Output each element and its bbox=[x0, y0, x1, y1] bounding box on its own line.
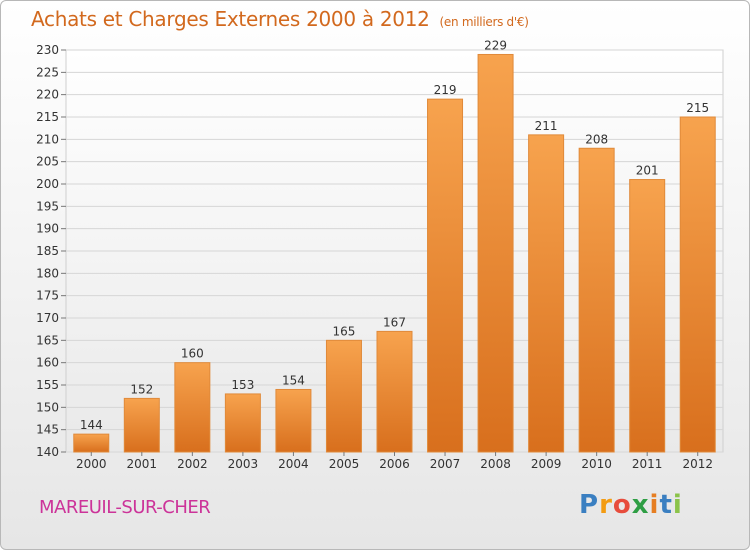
bar-2010 bbox=[578, 147, 615, 453]
x-tick-label: 2002 bbox=[177, 457, 208, 471]
data-label-2000: 144 bbox=[80, 418, 103, 432]
y-tick-label: 205 bbox=[36, 155, 59, 169]
chart-title: Achats et Charges Externes 2000 à 2012 (e… bbox=[31, 7, 529, 31]
data-labels: 144 152 160 153 154 165 167 219 229 211 208 201 215 bbox=[80, 38, 709, 432]
proxiti-logo: Proxiti bbox=[579, 490, 683, 520]
data-label-2011: 201 bbox=[636, 164, 659, 178]
y-tick-label: 170 bbox=[36, 311, 59, 325]
bar-2003 bbox=[224, 393, 261, 453]
data-label-2009: 211 bbox=[535, 119, 558, 133]
bar-2001 bbox=[123, 397, 160, 453]
bar-2005 bbox=[325, 339, 362, 453]
data-label-2004: 154 bbox=[282, 373, 305, 387]
y-tick-label: 230 bbox=[36, 43, 59, 57]
x-tick-label: 2007 bbox=[430, 457, 461, 471]
y-tick-label: 180 bbox=[36, 266, 59, 280]
y-tick-label: 225 bbox=[36, 65, 59, 79]
x-tick-label: 2006 bbox=[379, 457, 410, 471]
bar-2008 bbox=[477, 53, 514, 453]
bar-2004 bbox=[275, 388, 312, 453]
logo-letter: P bbox=[579, 490, 600, 520]
y-tick-label: 195 bbox=[36, 199, 59, 213]
x-axis-ticks: 2000 2001 2002 2003 2004 2005 2006 2007 2008 2009… bbox=[76, 452, 713, 471]
x-tick-label: 2005 bbox=[329, 457, 360, 471]
data-label-2008: 229 bbox=[484, 38, 507, 52]
logo-letter: r bbox=[599, 490, 613, 520]
y-tick-label: 165 bbox=[36, 333, 59, 347]
data-label-2002: 160 bbox=[181, 347, 204, 361]
y-tick-label: 150 bbox=[36, 400, 59, 414]
y-tick-label: 140 bbox=[36, 445, 59, 459]
x-tick-label: 2003 bbox=[228, 457, 259, 471]
logo-letter: i bbox=[649, 490, 660, 520]
x-tick-label: 2004 bbox=[278, 457, 309, 471]
x-tick-label: 2012 bbox=[682, 457, 713, 471]
logo-letter: i bbox=[672, 490, 683, 520]
bar-2007 bbox=[427, 98, 464, 453]
x-tick-label: 2008 bbox=[480, 457, 511, 471]
logo-letter: t bbox=[659, 490, 673, 520]
logo-letter: o bbox=[612, 490, 632, 520]
data-label-2006: 167 bbox=[383, 315, 406, 329]
bar-2009 bbox=[528, 134, 565, 453]
unit-label: (en milliers d'€) bbox=[439, 15, 529, 29]
bars bbox=[73, 53, 716, 453]
logo-letter: x bbox=[631, 490, 650, 520]
place-name: MAREUIL-SUR-CHER bbox=[39, 497, 211, 518]
data-label-2001: 152 bbox=[130, 382, 153, 396]
y-tick-label: 145 bbox=[36, 423, 59, 437]
y-tick-label: 155 bbox=[36, 378, 59, 392]
y-tick-label: 200 bbox=[36, 177, 59, 191]
y-tick-label: 175 bbox=[36, 289, 59, 303]
y-tick-label: 220 bbox=[36, 88, 59, 102]
bar-2000 bbox=[73, 433, 110, 453]
data-label-2010: 208 bbox=[585, 132, 608, 146]
x-tick-label: 2000 bbox=[76, 457, 107, 471]
bar-2012 bbox=[679, 116, 716, 453]
y-tick-label: 185 bbox=[36, 244, 59, 258]
bar-2002 bbox=[174, 362, 211, 453]
data-label-2012: 215 bbox=[686, 101, 709, 115]
x-tick-label: 2001 bbox=[127, 457, 158, 471]
data-label-2003: 153 bbox=[231, 378, 254, 392]
bar-2011 bbox=[629, 179, 666, 453]
y-tick-label: 160 bbox=[36, 356, 59, 370]
y-tick-label: 210 bbox=[36, 132, 59, 146]
y-axis-ticks: 140 145 150 155 160 165 170 175 180 185 190 195 200 2… bbox=[36, 43, 66, 459]
y-tick-label: 190 bbox=[36, 222, 59, 236]
bar-2006 bbox=[376, 330, 413, 453]
data-label-2005: 165 bbox=[333, 324, 356, 338]
x-tick-label: 2010 bbox=[581, 457, 612, 471]
title-text: Achats et Charges Externes 2000 à 2012 bbox=[31, 7, 430, 31]
y-tick-label: 215 bbox=[36, 110, 59, 124]
data-label-2007: 219 bbox=[434, 83, 457, 97]
x-tick-label: 2011 bbox=[632, 457, 663, 471]
x-tick-label: 2009 bbox=[531, 457, 562, 471]
